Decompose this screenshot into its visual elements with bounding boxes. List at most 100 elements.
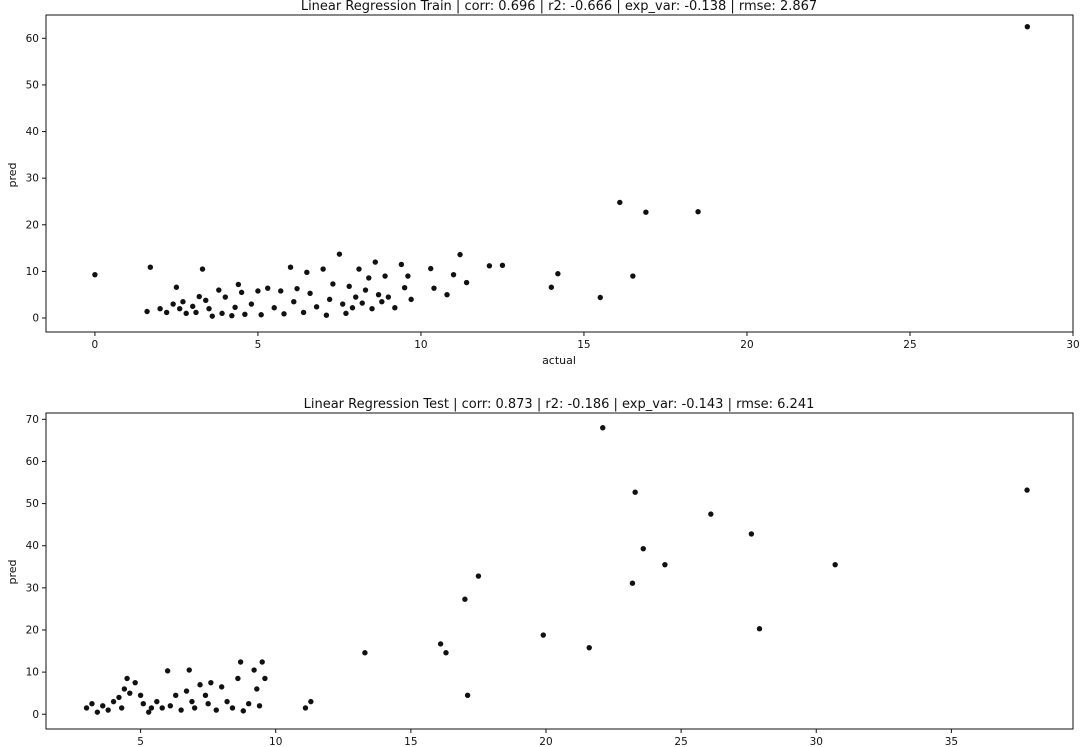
train-data-point	[229, 312, 235, 319]
train-data-point	[366, 275, 372, 281]
test-y-tick-label: 70	[26, 414, 39, 426]
test-data-point	[1024, 487, 1030, 493]
train-data-point	[193, 309, 199, 316]
test-data-point	[308, 698, 314, 705]
test-data-point	[600, 425, 606, 431]
train-x-tick-label: 25	[903, 339, 916, 351]
train-data-point	[339, 301, 346, 307]
train-data-point	[203, 297, 209, 303]
train-data-point	[209, 313, 215, 319]
train-y-tick-label: 50	[26, 79, 39, 91]
test-data-point	[127, 690, 133, 696]
train-data-point	[385, 294, 392, 300]
train-y-axis-label: pred	[6, 162, 19, 187]
test-x-tick-label: 25	[674, 736, 687, 747]
train-data-point	[255, 288, 261, 294]
train-plot-frame	[45, 14, 1074, 333]
train-data-point	[291, 298, 297, 305]
test-data-point	[832, 561, 838, 568]
train-data-point	[281, 311, 287, 317]
test-data-point	[540, 632, 546, 638]
test-data-point	[191, 705, 198, 711]
test-x-tick-label: 30	[810, 736, 823, 747]
train-data-point	[353, 294, 359, 300]
test-y-tick-label: 30	[26, 582, 39, 594]
test-x-tick-label: 5	[137, 736, 144, 747]
train-data-point	[630, 273, 636, 279]
train-data-point	[643, 209, 649, 215]
test-data-point	[146, 709, 152, 715]
train-data-point	[320, 266, 326, 272]
train-data-point	[372, 259, 378, 265]
train-data-point	[222, 294, 229, 300]
train-data-point	[176, 305, 183, 312]
test-data-point	[197, 682, 203, 688]
train-x-tick-label: 20	[740, 339, 753, 351]
test-data-point	[462, 596, 468, 602]
train-data-point	[369, 305, 375, 312]
train-data-point	[336, 251, 343, 257]
test-data-point	[164, 668, 171, 674]
train-data-point	[463, 279, 470, 286]
test-data-point	[140, 701, 146, 707]
test-data-point	[178, 707, 184, 713]
test-data-point	[118, 705, 125, 711]
train-data-point	[170, 301, 176, 307]
test-data-point	[100, 703, 106, 709]
test-data-point	[159, 705, 165, 711]
train-data-point	[265, 285, 271, 291]
test-data-point	[124, 675, 130, 682]
train-data-point	[398, 261, 405, 268]
test-data-point	[186, 667, 192, 673]
train-y-tick-label: 0	[32, 313, 39, 325]
train-data-point	[362, 287, 369, 293]
test-data-point	[251, 667, 257, 673]
train-data-point	[235, 281, 242, 288]
train-data-point	[199, 266, 206, 272]
train-scatter-panel: Linear Regression Train | corr: 0.696 | …	[6, 0, 1080, 367]
test-data-point	[121, 686, 128, 692]
train-data-point	[216, 287, 222, 293]
train-data-point	[190, 303, 196, 310]
test-data-point	[240, 708, 246, 714]
test-data-point	[137, 692, 144, 698]
test-y-tick-label: 0	[32, 709, 39, 721]
test-data-point	[89, 701, 95, 707]
train-y-tick-label: 30	[26, 173, 39, 185]
test-y-tick-label: 20	[26, 624, 39, 636]
test-data-point	[259, 659, 265, 665]
test-y-tick-label: 60	[26, 456, 39, 468]
test-data-point	[235, 675, 241, 682]
train-data-point	[304, 269, 310, 276]
train-data-point	[349, 305, 356, 311]
train-y-tick-label: 10	[26, 266, 39, 278]
train-y-tick-label: 60	[26, 33, 39, 45]
train-y-tick-label: 20	[26, 219, 39, 231]
train-data-point	[431, 285, 437, 291]
train-data-point	[196, 293, 202, 300]
train-chart-title: Linear Regression Train | corr: 0.696 | …	[301, 0, 817, 14]
train-data-point	[405, 273, 411, 279]
train-data-point	[1024, 23, 1031, 30]
test-x-tick-label: 35	[945, 736, 958, 747]
train-data-point	[486, 263, 493, 269]
train-data-point	[548, 284, 555, 290]
train-data-point	[428, 265, 434, 272]
test-y-tick-label: 50	[26, 498, 39, 510]
test-data-point	[154, 698, 160, 705]
train-data-point	[183, 310, 189, 317]
test-data-point	[173, 692, 179, 698]
train-x-tick-label: 0	[92, 339, 99, 351]
train-data-point	[287, 264, 294, 270]
train-data-point	[617, 199, 623, 206]
train-data-point	[356, 266, 362, 272]
test-data-point	[116, 694, 122, 701]
test-data-point	[132, 679, 138, 686]
train-y-tick-label: 40	[26, 126, 39, 138]
test-y-axis-label: pred	[6, 559, 19, 584]
test-data-point	[464, 692, 471, 698]
train-x-tick-label: 5	[255, 339, 262, 351]
test-data-point	[629, 580, 636, 586]
test-data-point	[662, 561, 668, 568]
test-data-point	[640, 545, 646, 552]
